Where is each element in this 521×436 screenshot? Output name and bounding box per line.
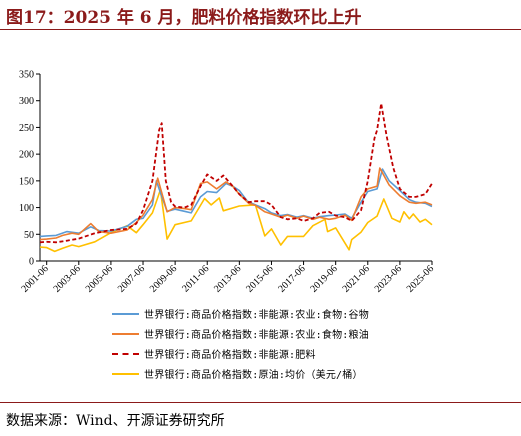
title-divider xyxy=(0,29,521,30)
x-tick-label: 2003-06 xyxy=(52,263,83,294)
y-tick-label: 0 xyxy=(29,257,34,268)
x-tick-label: 2011-06 xyxy=(180,263,211,294)
series-line-0 xyxy=(39,168,433,238)
y-tick-label: 300 xyxy=(19,96,34,107)
y-tick-label: 250 xyxy=(19,123,34,134)
legend-item: 世界银行:商品价格指数:非能源:农业:食物:粮油 xyxy=(112,324,412,344)
legend-swatch xyxy=(112,353,139,355)
legend-label: 世界银行:商品价格指数:原油:均价（美元/桶） xyxy=(144,370,363,381)
legend-label: 世界银行:商品价格指数:非能源:农业:食物:谷物 xyxy=(144,310,369,321)
y-tick-label: 150 xyxy=(19,176,34,187)
y-tick-label: 350 xyxy=(19,70,34,81)
chart-series xyxy=(39,102,433,253)
source-note: 数据来源：Wind、开源证券研究所 xyxy=(6,413,225,429)
y-tick-label: 50 xyxy=(24,230,34,241)
x-tick-label: 2009-06 xyxy=(148,263,179,294)
x-tick-label: 2007-06 xyxy=(116,263,147,294)
line-chart: 0 50 100 150 200 250 300 350 2001-06 2003-06 2005-… xyxy=(19,70,436,295)
y-tick-label: 100 xyxy=(19,203,34,214)
x-tick-label: 2001-06 xyxy=(19,263,50,294)
x-tick-label: 2017-06 xyxy=(276,263,307,294)
series-line-3 xyxy=(39,189,433,253)
x-tick-label: 2019-06 xyxy=(308,263,339,294)
x-tick-label: 2015-06 xyxy=(244,263,275,294)
legend-item: 世界银行:商品价格指数:非能源:农业:食物:谷物 xyxy=(112,304,412,324)
x-tick-label: 2021-06 xyxy=(341,263,372,294)
series-line-2 xyxy=(39,102,433,244)
legend-label: 世界银行:商品价格指数:非能源:肥料 xyxy=(144,350,316,361)
legend-swatch xyxy=(112,313,139,315)
x-tick-label: 2005-06 xyxy=(84,263,115,294)
legend-swatch xyxy=(112,373,139,375)
legend-item: 世界银行:商品价格指数:非能源:肥料 xyxy=(112,344,412,364)
figure-title: 图17：2025 年 6 月，肥料价格指数环比上升 xyxy=(6,8,362,28)
legend-item: 世界银行:商品价格指数:原油:均价（美元/桶） xyxy=(112,364,412,384)
x-tick-label: 2025-06 xyxy=(405,263,436,294)
x-tick-label: 2013-06 xyxy=(212,263,243,294)
legend-label: 世界银行:商品价格指数:非能源:农业:食物:粮油 xyxy=(144,330,369,341)
y-tick-label: 200 xyxy=(19,150,34,161)
chart-legend: 世界银行:商品价格指数:非能源:农业:食物:谷物 世界银行:商品价格指数:非能源:… xyxy=(112,304,412,384)
legend-swatch xyxy=(112,333,139,335)
x-tick-label: 2023-06 xyxy=(373,263,404,294)
series-line-1 xyxy=(39,167,433,241)
footer-divider xyxy=(0,402,521,403)
